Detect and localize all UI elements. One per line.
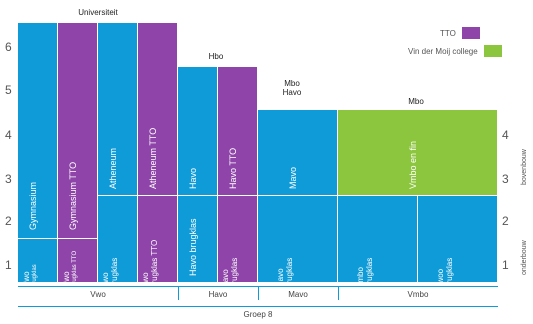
block-vmbo-vdm: Vmbo en fin: [338, 110, 498, 196]
header-mbo-havo-line1: Mbo: [284, 79, 300, 88]
axis-left-5: 5: [5, 83, 12, 97]
header-mbo: Mbo: [408, 97, 424, 106]
header-mbo-havo: Mbo Havo: [262, 79, 322, 97]
bottom-divider-3: [338, 286, 339, 300]
block-lwoo-brugklas: Lwoo brugklas: [418, 196, 498, 288]
block-havo-brugklas: Havo brugklas: [178, 196, 218, 283]
label-vwo-havo-brugklas-line1: Vwo: [101, 272, 110, 288]
header-mbo-havo-line2: Havo: [282, 88, 302, 97]
block-gymnasium-tto: Gymnasium TTO: [58, 23, 98, 239]
block-vmbo-brugklas: Vmbo brugklas: [338, 196, 418, 288]
label-lwoo-brugklas-line1: Lwoo: [436, 268, 445, 288]
axis-left-4: 4: [5, 128, 12, 142]
label-vwo-brugklas-tto: Vwo brugklas TTO: [62, 251, 80, 287]
legend-vdm-swatch: [483, 45, 502, 57]
label-havo-brugklas-tto: Havo brugklas: [221, 258, 239, 288]
section-label-mavo: Mavo: [288, 290, 308, 299]
label-mavo-brugklas: Mavo brugklas: [276, 258, 294, 288]
label-vwo-brugklas-line2: brugklas: [32, 264, 38, 287]
block-atheneum: Atheneum: [98, 23, 138, 196]
section-label-havo: Havo: [208, 290, 228, 299]
label-vwo-brugklas-line1: Vwo: [22, 271, 31, 287]
label-gymnasium: Gymnasium: [27, 181, 38, 230]
legend-tto-label: TTO: [440, 28, 456, 38]
side-label-onderbouw: onderbouw: [521, 240, 528, 275]
label-lwoo-brugklas: Lwoo brugklas: [436, 258, 454, 288]
label-vmbo-brugklas: Vmbo brugklas: [356, 258, 374, 288]
label-havo-brugklas-tto-line2: brugklas: [230, 257, 239, 288]
group-label: Groep 8: [243, 310, 273, 319]
block-vwo-brugklas-tto: Vwo brugklas TTO: [58, 239, 98, 287]
label-vwo-havo-brugklas-tto-line1: Vwo: [141, 272, 150, 288]
label-mavo-brugklas-line1: Mavo: [276, 268, 285, 288]
label-gymnasium-tto: Gymnasium TTO: [67, 161, 78, 230]
axis-right-1: 1: [502, 258, 509, 272]
label-atheneum: Atheneum: [107, 147, 118, 189]
label-atheneum-tto: Atheneum TTO: [147, 127, 158, 189]
section-label-vwo: Vwo: [90, 290, 106, 299]
label-vmbo-brugklas-line2: brugklas: [365, 257, 374, 288]
block-havo: Havo: [178, 67, 218, 196]
bottom-divider-1: [178, 286, 179, 300]
label-vwo-havo-brugklas-tto-line2: brugklas TTO: [150, 239, 159, 288]
legend-tto: TTO: [440, 27, 480, 39]
block-vwo-havo-brugklas-tto: Vwo brugklas TTO: [138, 196, 178, 288]
label-vmbo-brugklas-line1: Vmbo: [356, 267, 365, 288]
axis-left-3: 3: [5, 172, 12, 186]
label-vwo-brugklas: Vwo brugklas: [22, 264, 40, 287]
legend-tto-swatch: [461, 27, 480, 39]
block-vwo-brugklas: Vwo brugklas: [18, 239, 58, 287]
side-label-bovenbouw: bovenbouw: [521, 149, 528, 185]
label-vwo-havo-brugklas-tto: Vwo brugklas TTO: [141, 240, 159, 288]
block-gymnasium: Gymnasium: [18, 23, 58, 239]
block-atheneum-tto: Atheneum TTO: [138, 23, 178, 196]
block-mavo: Mavo: [258, 110, 338, 196]
label-havo-brugklas-tto-line1: Havo: [221, 269, 230, 288]
axis-right-4: 4: [502, 128, 509, 142]
label-havo: Havo: [187, 167, 198, 189]
label-vwo-brugklas-tto-line2: brugklas TTO: [72, 250, 78, 287]
label-mavo: Mavo: [287, 166, 298, 189]
group-rule: [18, 306, 498, 307]
section-label-vmbo: Vmbo: [407, 290, 429, 299]
axis-right-2: 2: [502, 214, 509, 228]
label-vwo-havo-brugklas: Vwo brugklas: [101, 258, 119, 288]
label-havo-brugklas: Havo brugklas: [187, 218, 198, 276]
label-mavo-brugklas-line2: brugklas: [285, 257, 294, 288]
axis-left-2: 2: [5, 214, 12, 228]
label-havo-tto: Havo TTO: [227, 147, 238, 189]
header-universiteit: Universiteit: [78, 8, 118, 17]
header-hbo: Hbo: [208, 52, 224, 61]
label-vwo-havo-brugklas-line2: brugklas: [110, 257, 119, 288]
label-vmbo-vdm: Vmbo en fin: [407, 140, 418, 189]
legend-vdm-label: Vin der Moij college: [408, 46, 478, 56]
axis-left-6: 6: [5, 40, 12, 54]
axis-left-1: 1: [5, 258, 12, 272]
bottom-divider-2: [258, 286, 259, 300]
axis-right-3: 3: [502, 172, 509, 186]
block-vwo-havo-brugklas: Vwo brugklas: [98, 196, 138, 288]
legend-vdm: Vin der Moij college: [408, 45, 502, 57]
block-havo-brugklas-tto: Havo brugklas: [218, 196, 258, 288]
label-lwoo-brugklas-line2: brugklas: [445, 257, 454, 288]
block-havo-tto: Havo TTO: [218, 67, 258, 196]
label-vwo-brugklas-tto-line1: Vwo: [62, 271, 71, 287]
block-mavo-brugklas: Mavo brugklas: [258, 196, 338, 288]
